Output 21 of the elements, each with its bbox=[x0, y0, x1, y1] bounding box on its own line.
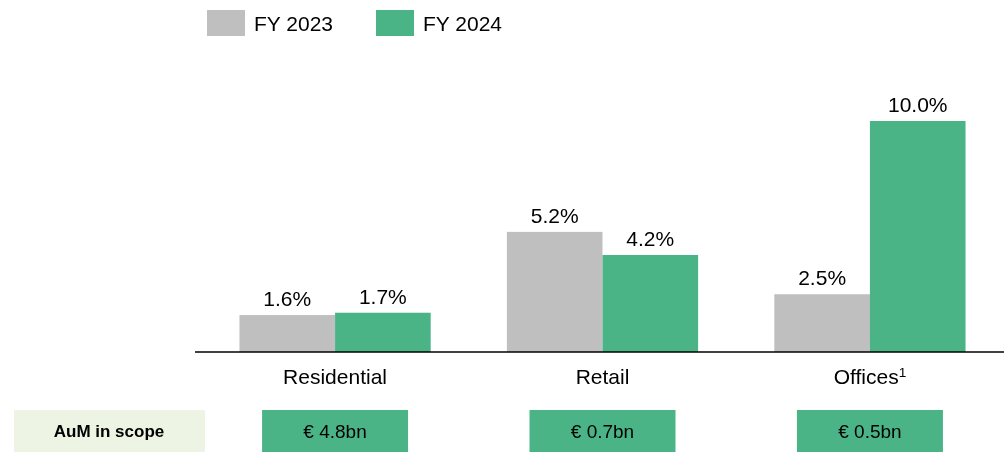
bar bbox=[239, 315, 336, 352]
bar bbox=[602, 254, 699, 352]
data-label: 2.5% bbox=[798, 266, 847, 290]
bar bbox=[506, 231, 603, 352]
x-tick-label: Retail bbox=[575, 365, 630, 388]
data-label: 5.2% bbox=[530, 203, 579, 227]
data-label: 1.6% bbox=[263, 287, 312, 311]
text: € 4.8bn bbox=[303, 421, 367, 442]
x-tick-label: Offices$^{1}$ bbox=[833, 364, 907, 388]
text: € 0.5bn bbox=[838, 421, 902, 442]
bar bbox=[335, 312, 431, 352]
data-label: 1.7% bbox=[358, 284, 407, 308]
x-tick-label: Residential bbox=[283, 365, 388, 388]
legend-label: FY 2024 bbox=[423, 12, 503, 35]
bar bbox=[774, 294, 870, 352]
text: € 0.7bn bbox=[570, 421, 635, 442]
text: AuM in scope bbox=[53, 422, 165, 441]
legend-label: FY 2023 bbox=[254, 12, 334, 35]
bar bbox=[869, 121, 966, 352]
data-label: 10.0% bbox=[887, 93, 948, 116]
data-label: 4.2% bbox=[626, 226, 675, 250]
